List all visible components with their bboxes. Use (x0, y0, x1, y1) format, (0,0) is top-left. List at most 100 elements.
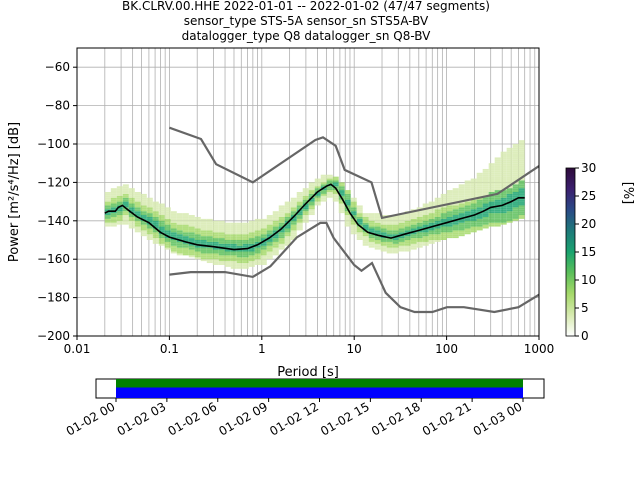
density-cell (164, 245, 171, 248)
density-cell (512, 218, 519, 221)
colorbar-label: [%] (620, 182, 635, 205)
density-cell (188, 255, 195, 258)
density-cell (188, 226, 195, 229)
density-cell (302, 190, 309, 192)
density-cell (284, 232, 291, 235)
density-cell (518, 155, 525, 158)
density-cell (392, 230, 399, 233)
density-cell (410, 222, 417, 225)
density-cell (146, 228, 153, 231)
density-cell (182, 232, 189, 235)
density-cell (194, 218, 201, 221)
density-cell (128, 192, 135, 194)
density-cell (446, 197, 453, 200)
density-cell (158, 234, 165, 237)
density-cell (254, 232, 261, 235)
density-cell (494, 168, 501, 171)
density-cell (440, 230, 447, 233)
density-cell (398, 247, 405, 250)
density-cell (452, 216, 459, 219)
density-cell (122, 186, 129, 189)
density-cell (266, 216, 273, 219)
density-cell (458, 193, 465, 196)
density-cell (434, 218, 441, 221)
density-cell (272, 238, 279, 240)
density-cell (440, 207, 447, 210)
density-cell (110, 203, 117, 206)
density-cell (218, 257, 225, 260)
density-cell (224, 226, 231, 229)
density-cell (236, 234, 243, 237)
density-cell (206, 247, 213, 250)
density-cell (374, 228, 381, 231)
density-cell (206, 241, 213, 244)
density-cell (134, 211, 141, 214)
density-cell (494, 163, 501, 166)
density-cell (266, 243, 273, 246)
density-cell (338, 209, 345, 212)
density-cell (290, 224, 297, 227)
density-cell (302, 209, 309, 212)
density-cell (440, 228, 447, 231)
density-cell (464, 222, 471, 225)
density-cell (482, 216, 489, 219)
density-cell (494, 224, 501, 227)
density-cell (248, 224, 255, 227)
density-cell (410, 234, 417, 237)
density-cell (260, 245, 267, 248)
density-cell (260, 238, 267, 240)
density-cell (146, 230, 153, 233)
density-cell (410, 243, 417, 246)
x-tick-label: 10 (347, 342, 362, 356)
density-cell (164, 247, 171, 250)
density-cell (422, 238, 429, 240)
density-cell (374, 224, 381, 227)
density-cell (146, 213, 153, 216)
density-cell (464, 195, 471, 198)
density-cell (476, 201, 483, 204)
density-cell (218, 236, 225, 239)
density-cell (248, 264, 255, 267)
colorbar-tick-label: 20 (581, 217, 596, 231)
density-cell (380, 222, 387, 225)
density-cell (284, 238, 291, 240)
density-cell (434, 228, 441, 231)
timeline-tick-label: 01-02 09 (216, 399, 270, 438)
density-cell (506, 151, 513, 154)
density-cell (170, 226, 177, 229)
density-cell (212, 228, 219, 231)
density-cell (488, 168, 495, 171)
timeline-bar (116, 379, 523, 388)
density-cell (206, 255, 213, 258)
density-cell (404, 241, 411, 244)
density-cell (356, 238, 363, 240)
density-cell (458, 207, 465, 210)
density-cell (458, 222, 465, 225)
density-cell (416, 222, 423, 225)
density-cell (518, 142, 525, 144)
density-cell (128, 201, 135, 204)
density-cell (428, 205, 435, 208)
density-cell (188, 236, 195, 239)
density-cell (422, 205, 429, 208)
density-cell (188, 247, 195, 250)
density-cell (230, 224, 237, 227)
density-cell (308, 199, 315, 202)
density-cell (428, 224, 435, 227)
density-cell (284, 241, 291, 244)
density-cell (410, 232, 417, 235)
density-cell (110, 215, 117, 217)
density-cell (218, 226, 225, 229)
density-cell (392, 245, 399, 248)
density-cell (170, 218, 177, 221)
density-cell (434, 203, 441, 206)
density-cell (194, 255, 201, 258)
density-cell (422, 230, 429, 233)
density-cell (278, 245, 285, 248)
density-cell (260, 222, 267, 225)
density-cell (188, 238, 195, 240)
density-cell (470, 201, 477, 204)
density-cell (518, 207, 525, 210)
density-cell (488, 163, 495, 166)
density-cell (482, 178, 489, 181)
